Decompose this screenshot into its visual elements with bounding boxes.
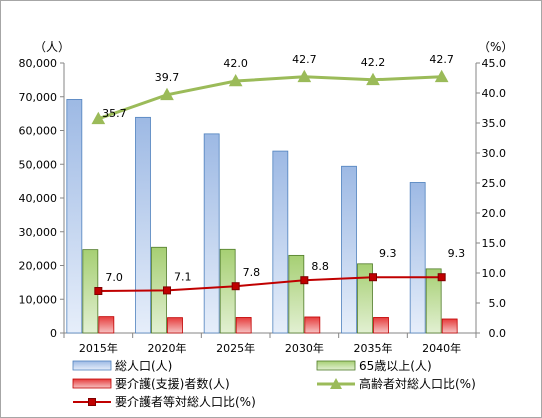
line-marker [434, 69, 449, 83]
data-label: 42.7 [292, 53, 317, 66]
bar [425, 268, 442, 334]
right-tick-label: 40.0 [482, 87, 507, 100]
series-line [97, 75, 442, 121]
data-label: 8.8 [311, 260, 329, 273]
data-label: 42.2 [361, 56, 386, 69]
legend-marker [88, 398, 96, 406]
right-tick-label: 20.0 [482, 207, 507, 220]
legend-swatch [72, 378, 112, 389]
bar [135, 116, 151, 334]
bar [167, 317, 183, 334]
data-label: 7.0 [105, 271, 123, 284]
right-tick-label: 0.0 [489, 327, 507, 340]
x-tick-label: 2040年 [422, 341, 461, 355]
legend-label: 要介護者等対総人口比(%) [115, 394, 256, 409]
bar [235, 317, 252, 334]
series-line [98, 276, 442, 292]
x-tick-label: 2025年 [216, 341, 255, 355]
legend-label: 65歳以上(人) [359, 359, 432, 373]
line-marker [369, 273, 377, 282]
line-marker [94, 287, 103, 295]
left-tick-label: 50,000 [19, 158, 58, 171]
legend-marker [330, 378, 342, 389]
right-tick-label: 5.0 [489, 297, 507, 310]
left-tick-label: 40,000 [19, 192, 58, 205]
line-marker [297, 69, 312, 83]
bar [441, 318, 458, 334]
right-tick-label: 35.0 [482, 117, 507, 130]
bar [219, 248, 236, 334]
line-marker [366, 72, 380, 86]
bar [272, 150, 289, 334]
bar [203, 133, 220, 334]
legend-label: 総人口(人) [115, 359, 172, 373]
right-tick-label: 10.0 [482, 267, 507, 280]
bar [288, 254, 305, 334]
x-tick-label: 2020年 [148, 341, 187, 355]
legend-label: 要介護(支援)者数(人) [115, 376, 230, 391]
legend-swatch [72, 360, 112, 371]
left-axis-unit: （人） [34, 40, 70, 54]
line-marker [231, 282, 240, 291]
bar [341, 165, 357, 334]
bar [304, 316, 321, 334]
data-label: 35.7 [102, 107, 127, 120]
left-tick-label: 60,000 [19, 125, 58, 138]
line-marker [91, 111, 106, 125]
line-marker [163, 286, 171, 295]
bar [357, 263, 373, 334]
right-tick-label: 30.0 [482, 147, 507, 160]
bar [66, 99, 83, 334]
line-marker [437, 273, 446, 282]
left-tick-label: 10,000 [19, 293, 58, 306]
data-label: 42.0 [223, 57, 248, 70]
x-tick-label: 2030年 [285, 341, 324, 355]
line-marker [228, 73, 243, 87]
left-tick-label: 0 [50, 327, 57, 340]
right-tick-label: 15.0 [482, 237, 507, 250]
data-label: 7.1 [174, 270, 192, 283]
legend-swatch [316, 360, 356, 371]
bar [373, 317, 389, 334]
legend-label: 高齢者対総人口比(%) [359, 376, 476, 391]
right-tick-label: 45.0 [482, 57, 507, 70]
line-marker [160, 87, 174, 101]
right-axis-unit: （%） [478, 40, 513, 54]
data-label: 9.3 [379, 247, 397, 260]
left-tick-label: 70,000 [19, 91, 58, 104]
left-tick-label: 30,000 [19, 226, 58, 239]
left-tick-label: 80,000 [19, 57, 58, 70]
x-tick-label: 2035年 [354, 341, 393, 355]
line-marker [300, 276, 309, 285]
bar [98, 316, 115, 334]
left-tick-label: 20,000 [19, 260, 58, 273]
data-label: 7.8 [243, 266, 261, 279]
data-label: 9.3 [448, 247, 466, 260]
bar [409, 182, 426, 334]
x-tick-label: 2015年 [79, 341, 118, 355]
data-label: 39.7 [155, 71, 180, 84]
right-tick-label: 25.0 [482, 177, 507, 190]
data-label: 42.7 [429, 53, 454, 66]
